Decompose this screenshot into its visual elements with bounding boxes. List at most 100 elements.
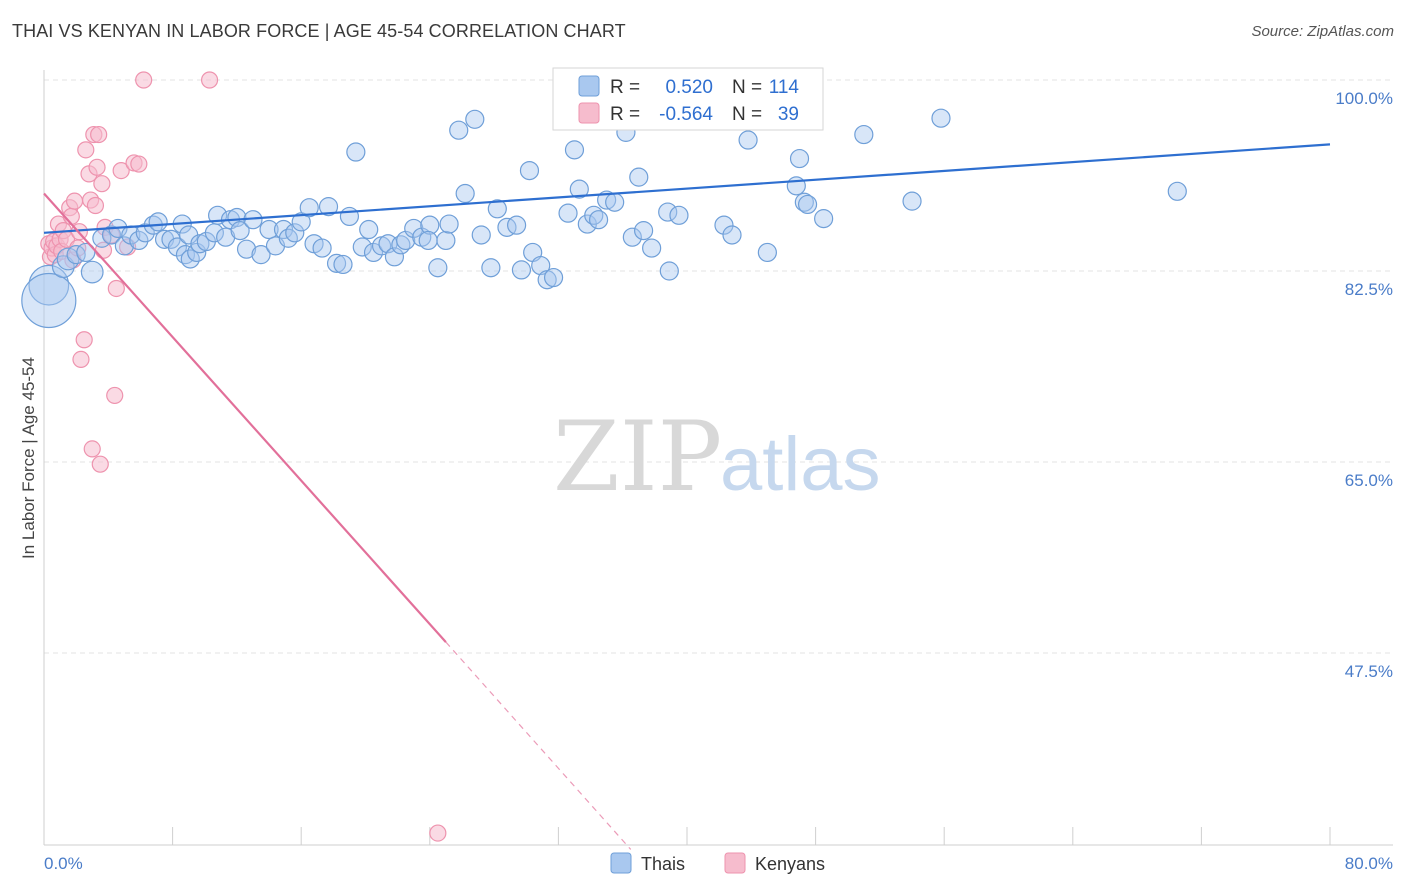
thai-point	[814, 209, 834, 229]
x-tick-label-max: 80.0%	[1345, 854, 1393, 873]
thai-point	[363, 242, 384, 263]
thai-point	[738, 130, 758, 150]
thai-point	[633, 221, 654, 241]
kenyan-point	[91, 455, 109, 473]
thai-point	[148, 212, 168, 232]
y-axis-label: In Labor Force | Age 45-54	[19, 357, 38, 559]
kenyan-point	[107, 279, 125, 298]
kenyan-point	[65, 192, 84, 210]
thai-point	[230, 221, 250, 241]
thai-point	[519, 160, 540, 181]
thai-point	[569, 179, 589, 199]
kenyan-point	[75, 331, 93, 349]
trend-lines	[43, 143, 1331, 850]
legend-swatch-kenyan	[578, 102, 600, 124]
thai-point	[622, 227, 642, 247]
watermark-atlas: atlas	[720, 422, 881, 507]
thai-point	[757, 242, 777, 263]
thai-point	[129, 230, 149, 251]
chart-title: THAI VS KENYAN IN LABOR FORCE | AGE 45-5…	[12, 21, 626, 41]
thai-point	[714, 215, 734, 235]
kenyan-trend-extension	[445, 641, 632, 850]
thai-points	[21, 70, 1187, 329]
thai-point	[114, 236, 134, 256]
legend-thai-n-label: N =	[732, 77, 762, 98]
thai-point	[1167, 181, 1187, 201]
y-tick-label: 100.0%	[1335, 89, 1393, 108]
kenyan-point	[77, 141, 95, 159]
bottom-legend-swatch-thai	[610, 852, 632, 874]
bottom-legend: Thais Kenyans	[610, 852, 825, 874]
kenyan-point	[83, 440, 101, 458]
thai-point	[588, 210, 609, 230]
thai-point	[428, 258, 448, 278]
y-tick-labels: 100.0% 82.5% 65.0% 47.5%	[1335, 89, 1393, 681]
kenyan-point	[112, 161, 130, 180]
stats-legend: R = 0.520 N = 114 R = -0.564 N = 39	[552, 67, 824, 131]
x-tick-marks	[172, 827, 1331, 845]
thai-point	[605, 192, 625, 212]
kenyan-point	[90, 125, 108, 144]
kenyan-point	[72, 350, 90, 369]
thai-trend-line	[43, 143, 1331, 234]
legend-kenyan-r-label: R =	[610, 104, 640, 125]
y-tick-label: 47.5%	[1345, 662, 1393, 681]
bottom-legend-swatch-kenyan	[724, 852, 746, 874]
legend-kenyan-r-value: -0.564	[659, 104, 713, 125]
thai-point	[455, 183, 475, 204]
legend-thai-r-value: 0.520	[665, 77, 713, 98]
thai-point	[902, 191, 922, 211]
thai-point	[471, 225, 491, 245]
y-tick-label: 65.0%	[1345, 471, 1393, 490]
thai-point	[481, 258, 501, 278]
thai-point	[352, 237, 372, 257]
thai-point	[384, 247, 405, 267]
thai-point	[659, 261, 679, 281]
bottom-legend-thai: Thais	[641, 854, 685, 874]
legend-kenyan-n-value: 39	[778, 104, 799, 125]
thai-point	[511, 260, 532, 280]
thai-point	[161, 229, 181, 249]
thai-point	[854, 124, 874, 145]
thai-point	[449, 120, 469, 140]
thai-point	[543, 267, 564, 288]
grid-lines	[44, 79, 1393, 654]
thai-point	[418, 230, 438, 251]
thai-point	[299, 198, 319, 218]
thai-point	[339, 206, 360, 227]
bottom-legend-kenyan: Kenyans	[755, 854, 825, 874]
thai-point	[722, 225, 742, 245]
watermark-zip: ZIP	[553, 401, 722, 513]
kenyan-point	[86, 196, 105, 215]
thai-point	[285, 223, 305, 243]
kenyan-point	[429, 824, 447, 842]
kenyan-point	[93, 175, 111, 193]
source-attribution: Source: ZipAtlas.com	[1251, 23, 1394, 40]
thai-point	[669, 205, 689, 225]
thai-point	[333, 254, 353, 275]
thai-point	[531, 255, 551, 276]
thai-point	[359, 219, 379, 240]
thai-point	[564, 140, 585, 160]
thai-point	[439, 214, 459, 234]
kenyan-point	[130, 155, 148, 173]
thai-point	[629, 167, 649, 187]
kenyan-trend-line	[43, 192, 447, 643]
legend-swatch-thai	[578, 75, 600, 97]
thai-point	[167, 237, 188, 257]
thai-point	[436, 230, 456, 251]
kenyan-point	[88, 158, 106, 176]
thai-point	[135, 223, 155, 243]
kenyan-point	[106, 386, 124, 405]
thai-point	[797, 194, 818, 215]
thai-point	[931, 108, 951, 128]
kenyan-point	[200, 71, 219, 89]
thai-point	[259, 219, 279, 240]
thai-point	[465, 109, 485, 129]
legend-thai-r-label: R =	[610, 77, 640, 98]
legend-thai-n-value: 114	[769, 77, 800, 98]
thai-point	[318, 197, 339, 217]
legend-kenyan-n-label: N =	[732, 104, 762, 125]
thai-point	[507, 215, 527, 235]
